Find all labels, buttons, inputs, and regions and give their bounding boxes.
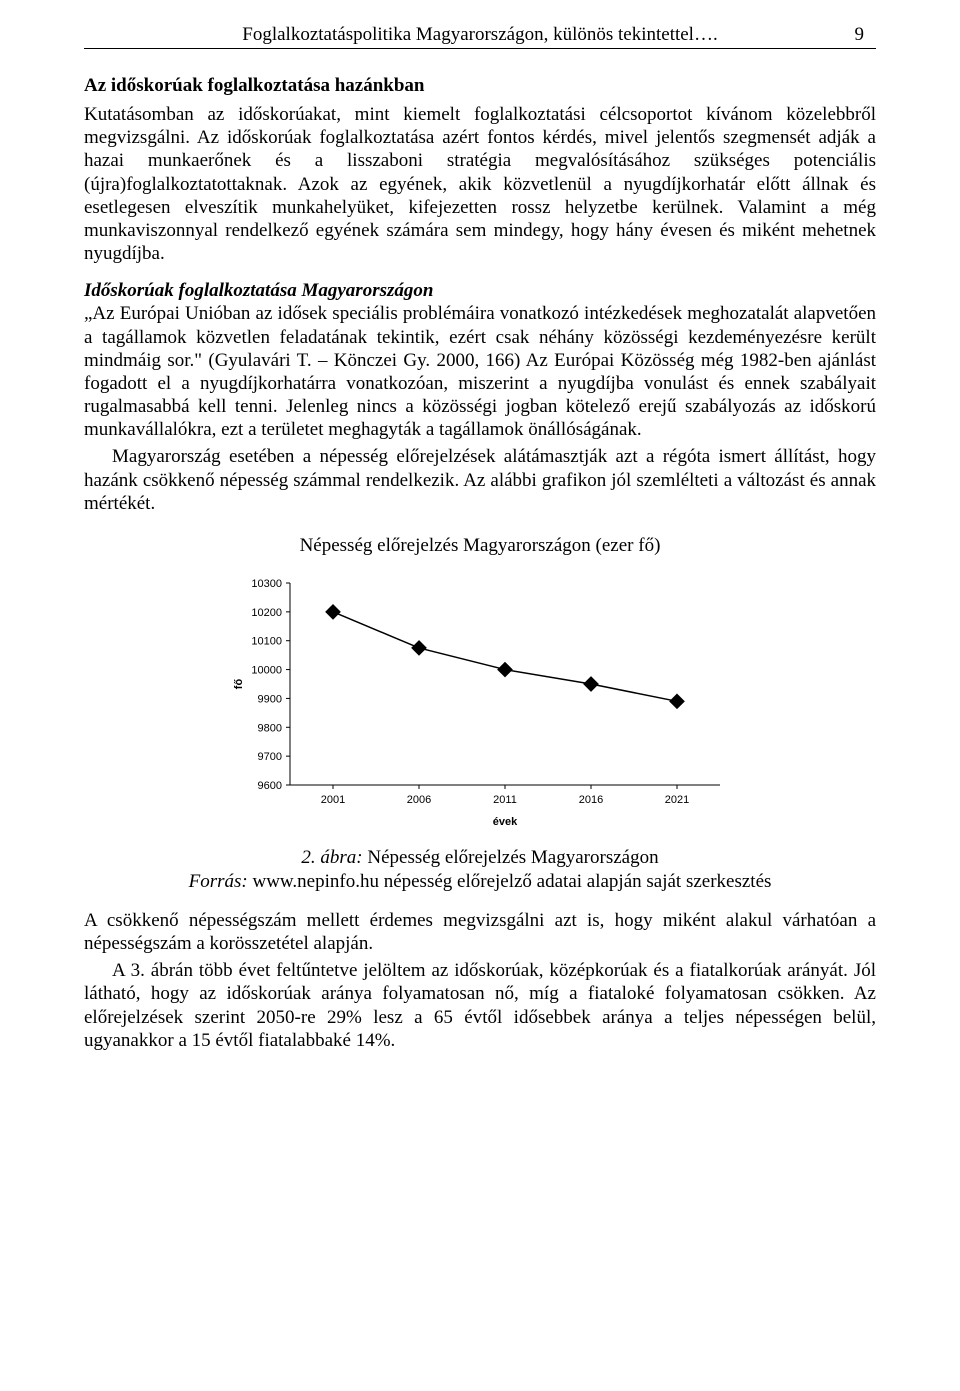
population-chart: 9600 9700 9800 9900 10000 10100 10200 10300 2001… bbox=[220, 573, 740, 833]
svg-text:9600: 9600 bbox=[258, 780, 282, 792]
svg-text:fő: fő bbox=[233, 678, 245, 689]
page-number: 9 bbox=[855, 24, 865, 46]
section-1-title: Az időskorúak foglalkoztatása hazánkban bbox=[84, 75, 876, 97]
svg-text:2016: 2016 bbox=[579, 794, 603, 806]
section-2-para-1: „Az Európai Unióban az idősek speciális … bbox=[84, 303, 876, 440]
figure-source: Forrás: www.nepinfo.hu népesség előrejel… bbox=[84, 871, 876, 893]
section-1-para-1: Kutatásomban az időskorúakat, mint kieme… bbox=[84, 103, 876, 265]
chart-svg: 9600 9700 9800 9900 10000 10100 10200 10300 2001… bbox=[220, 573, 740, 833]
svg-text:2001: 2001 bbox=[321, 794, 345, 806]
svg-text:évek: évek bbox=[493, 816, 518, 828]
svg-text:9800: 9800 bbox=[258, 722, 282, 734]
running-title: Foglalkoztatáspolitika Magyarországon, k… bbox=[242, 24, 717, 45]
svg-text:2021: 2021 bbox=[665, 794, 689, 806]
figure-text: Népesség előrejelzés Magyarországon bbox=[363, 847, 659, 868]
figure-caption: 2. ábra: Népesség előrejelzés Magyarorsz… bbox=[84, 847, 876, 869]
source-text: www.nepinfo.hu népesség előrejelző adata… bbox=[248, 871, 772, 892]
section-3-para-2: A 3. ábrán több évet feltűntetve jelölte… bbox=[84, 959, 876, 1052]
header-rule bbox=[84, 48, 876, 49]
running-header: Foglalkoztatáspolitika Magyarországon, k… bbox=[84, 24, 876, 46]
svg-text:2011: 2011 bbox=[493, 794, 517, 806]
svg-text:10200: 10200 bbox=[251, 607, 282, 619]
section-2-title: Időskorúak foglalkoztatása Magyarországo… bbox=[84, 280, 433, 301]
svg-text:10100: 10100 bbox=[251, 636, 282, 648]
chart-title: Népesség előrejelzés Magyarországon (eze… bbox=[84, 535, 876, 557]
svg-text:9700: 9700 bbox=[258, 751, 282, 763]
page: Foglalkoztatáspolitika Magyarországon, k… bbox=[0, 0, 960, 1106]
svg-text:2006: 2006 bbox=[407, 794, 431, 806]
figure-prefix: 2. ábra: bbox=[301, 847, 362, 868]
section-3-para-1: A csökkenő népességszám mellett érdemes … bbox=[84, 909, 876, 955]
svg-text:9900: 9900 bbox=[258, 693, 282, 705]
source-prefix: Forrás: bbox=[189, 871, 248, 892]
svg-text:10300: 10300 bbox=[251, 578, 282, 590]
section-2-para-2: Magyarország esetében a népesség előreje… bbox=[84, 445, 876, 515]
section-2-block: Időskorúak foglalkoztatása Magyarországo… bbox=[84, 279, 876, 441]
svg-text:10000: 10000 bbox=[251, 664, 282, 676]
